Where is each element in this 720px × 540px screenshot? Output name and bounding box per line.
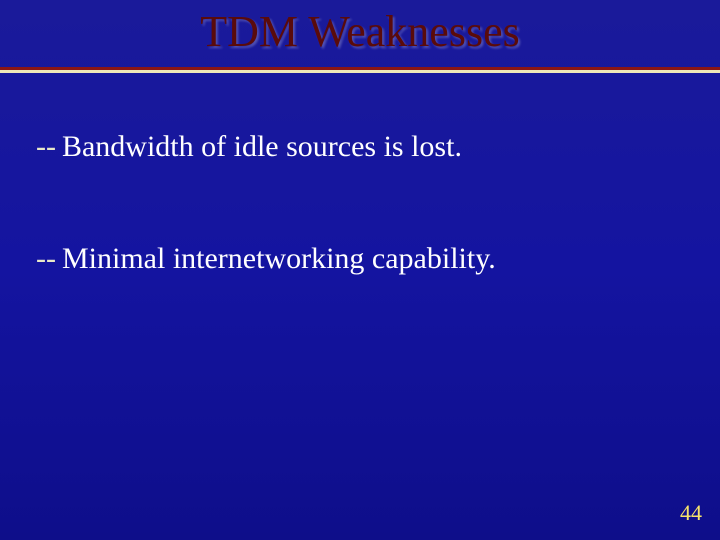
title-divider (0, 67, 720, 73)
divider-bottom-line (0, 70, 720, 73)
title-area: TDM Weaknesses (0, 0, 720, 57)
bullet-text: Bandwidth of idle sources is lost. (62, 129, 462, 165)
bullet-text: Minimal internetworking capability. (62, 241, 496, 277)
bullet-marker: -- (36, 129, 56, 165)
bullet-marker: -- (36, 241, 56, 277)
page-number: 44 (680, 500, 702, 526)
bullet-item: -- Minimal internetworking capability. (36, 241, 684, 277)
content-area: -- Bandwidth of idle sources is lost. --… (0, 73, 720, 277)
slide-title: TDM Weaknesses (0, 6, 720, 57)
bullet-item: -- Bandwidth of idle sources is lost. (36, 129, 684, 165)
slide: TDM Weaknesses -- Bandwidth of idle sour… (0, 0, 720, 540)
